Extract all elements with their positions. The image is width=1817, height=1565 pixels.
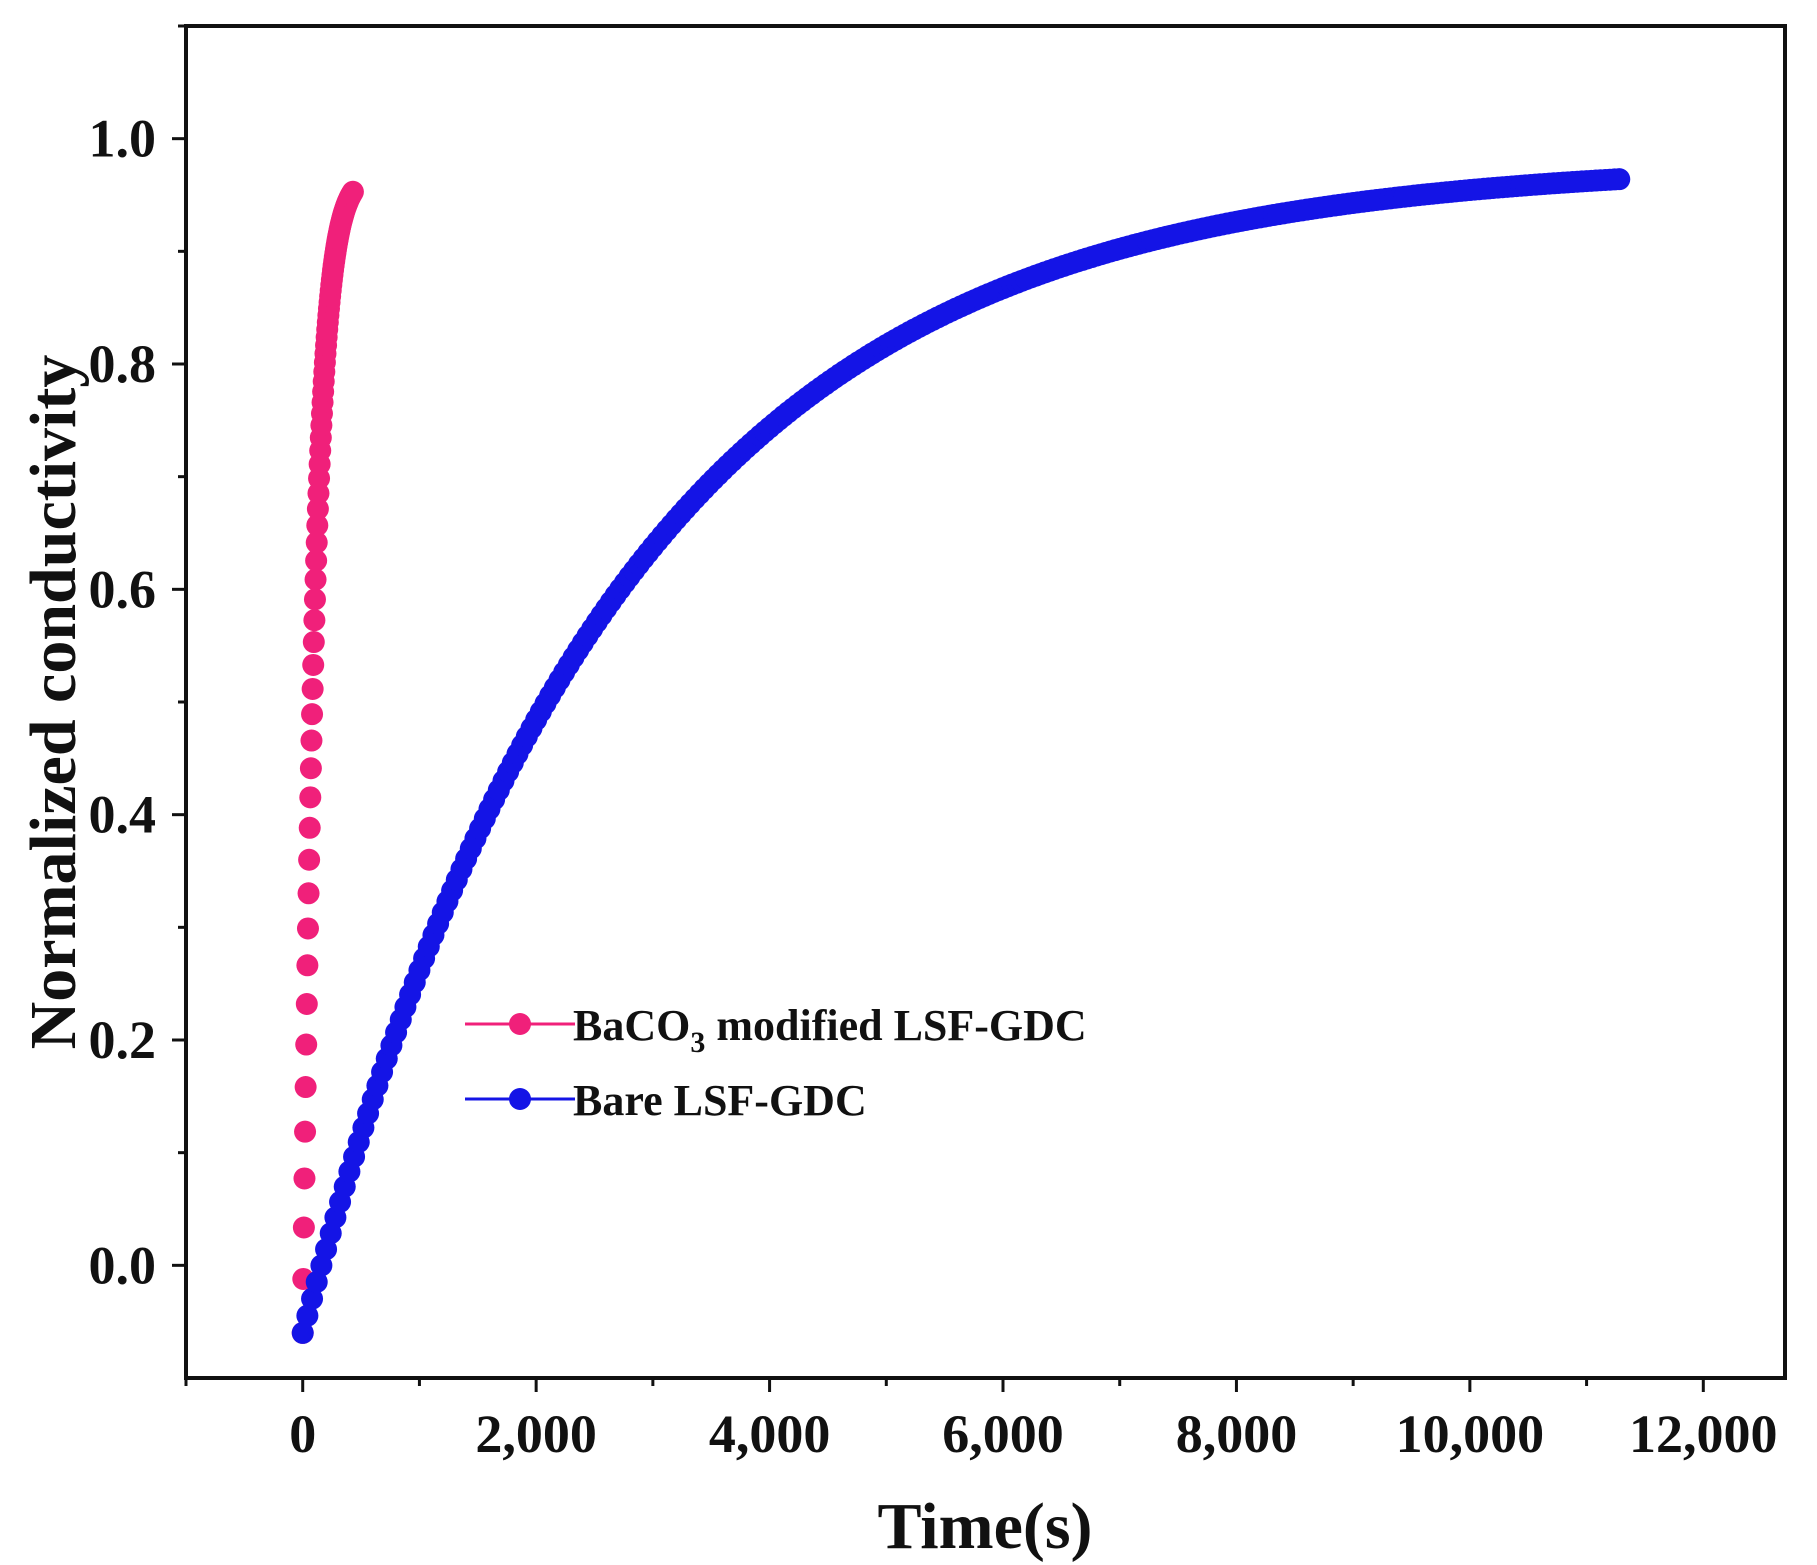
data-point xyxy=(296,917,319,940)
series-bare xyxy=(291,168,1631,1344)
data-point xyxy=(302,653,325,676)
data-point xyxy=(303,588,326,611)
data-point xyxy=(299,786,322,809)
legend: BaCO3 modified LSF-GDC Bare LSF-GDC xyxy=(465,1001,1087,1125)
data-point xyxy=(295,992,318,1015)
data-point xyxy=(294,1120,317,1143)
legend-marker-bare xyxy=(509,1088,531,1110)
data-point xyxy=(306,514,329,537)
data-point xyxy=(295,1033,318,1056)
data-point xyxy=(293,1167,316,1190)
series-modified xyxy=(291,180,364,1344)
y-axis-title: Normalized conductivity xyxy=(17,355,90,1050)
x-tick-label: 10,000 xyxy=(1396,1404,1545,1464)
x-tick-label: 4,000 xyxy=(709,1404,831,1464)
x-tick-label: 0 xyxy=(289,1404,316,1464)
legend-label-bare: Bare LSF-GDC xyxy=(573,1076,867,1125)
plot-frame xyxy=(184,24,1787,1380)
x-tick-label: 12,000 xyxy=(1629,1404,1778,1464)
data-point xyxy=(305,1271,328,1293)
y-tick-label: 0.8 xyxy=(89,334,157,394)
data-point xyxy=(296,1304,319,1327)
legend-label-modified: BaCO3 modified LSF-GDC xyxy=(573,1001,1087,1059)
legend-item-modified: BaCO3 modified LSF-GDC xyxy=(465,1001,1087,1059)
x-tick-label: 8,000 xyxy=(1176,1404,1298,1464)
x-axis-ticks: 0 2,000 4,000 6,000 8,000 10,000 12,000 xyxy=(184,1378,1778,1464)
x-tick-label: 2,000 xyxy=(475,1404,597,1464)
data-point xyxy=(305,549,328,572)
data-point xyxy=(301,1287,324,1310)
legend-label-modified-subscript: 3 xyxy=(690,1026,705,1059)
x-tick-label: 6,000 xyxy=(942,1404,1064,1464)
data-point xyxy=(300,729,323,752)
data-point xyxy=(302,631,325,654)
data-point xyxy=(304,568,327,591)
y-axis-ticks: 0.0 0.2 0.4 0.6 0.8 1.0 xyxy=(89,24,186,1295)
legend-label-modified-main: BaCO xyxy=(573,1001,690,1050)
data-point xyxy=(305,531,328,554)
data-point xyxy=(298,848,321,871)
data-point xyxy=(303,609,326,632)
data-point xyxy=(298,816,321,839)
data-point xyxy=(306,497,329,520)
y-tick-label: 0.0 xyxy=(89,1235,157,1295)
data-point xyxy=(291,1321,314,1344)
data-point xyxy=(294,1076,317,1099)
data-point xyxy=(292,1216,315,1239)
legend-label-modified-rest: modified LSF-GDC xyxy=(705,1001,1086,1050)
x-axis-title: Time(s) xyxy=(877,1490,1092,1563)
data-point xyxy=(341,180,364,203)
y-tick-label: 0.2 xyxy=(89,1010,157,1070)
legend-marker-modified xyxy=(509,1013,531,1035)
y-tick-label: 0.4 xyxy=(89,785,157,845)
y-tick-label: 1.0 xyxy=(89,109,157,169)
data-point xyxy=(297,882,320,905)
data-point xyxy=(299,757,322,780)
data-point xyxy=(296,954,319,977)
data-point xyxy=(301,703,324,726)
data-point xyxy=(1608,168,1631,191)
series-layer xyxy=(291,168,1631,1344)
data-point xyxy=(301,677,324,700)
legend-item-bare: Bare LSF-GDC xyxy=(465,1076,867,1125)
y-tick-label: 0.6 xyxy=(89,559,157,619)
